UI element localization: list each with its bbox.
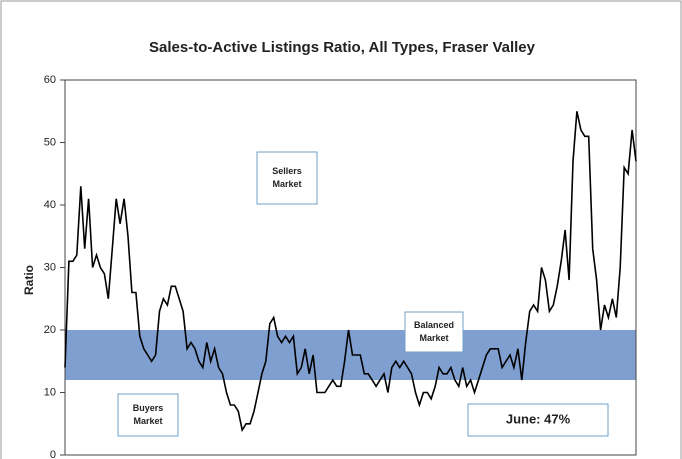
y-axis-label: Ratio: [22, 265, 36, 295]
y-tick-label: 60: [44, 74, 56, 86]
y-tick-label: 40: [44, 199, 56, 211]
annotation-text: Balanced: [414, 320, 454, 330]
annotation-text: Market: [419, 333, 448, 343]
annotation-text: Sellers: [272, 166, 302, 176]
y-tick-label: 50: [44, 136, 56, 148]
y-tick-label: 10: [44, 386, 56, 398]
annotation-text: Market: [272, 179, 301, 189]
annotation-text: Buyers: [133, 403, 164, 413]
y-tick-label: 30: [44, 261, 56, 273]
y-tick-label: 0: [50, 449, 56, 459]
data-line: [64, 111, 637, 433]
annotation-box: [467, 403, 609, 437]
chart-title: Sales-to-Active Listings Ratio, All Type…: [149, 39, 536, 56]
annotation-box: [117, 393, 179, 437]
annotation-text: Market: [133, 416, 162, 426]
annotation-box: [256, 151, 318, 205]
y-tick-label: 20: [44, 324, 56, 336]
annotation-box: [404, 311, 464, 353]
annotation-text: June: 47%: [506, 411, 571, 426]
